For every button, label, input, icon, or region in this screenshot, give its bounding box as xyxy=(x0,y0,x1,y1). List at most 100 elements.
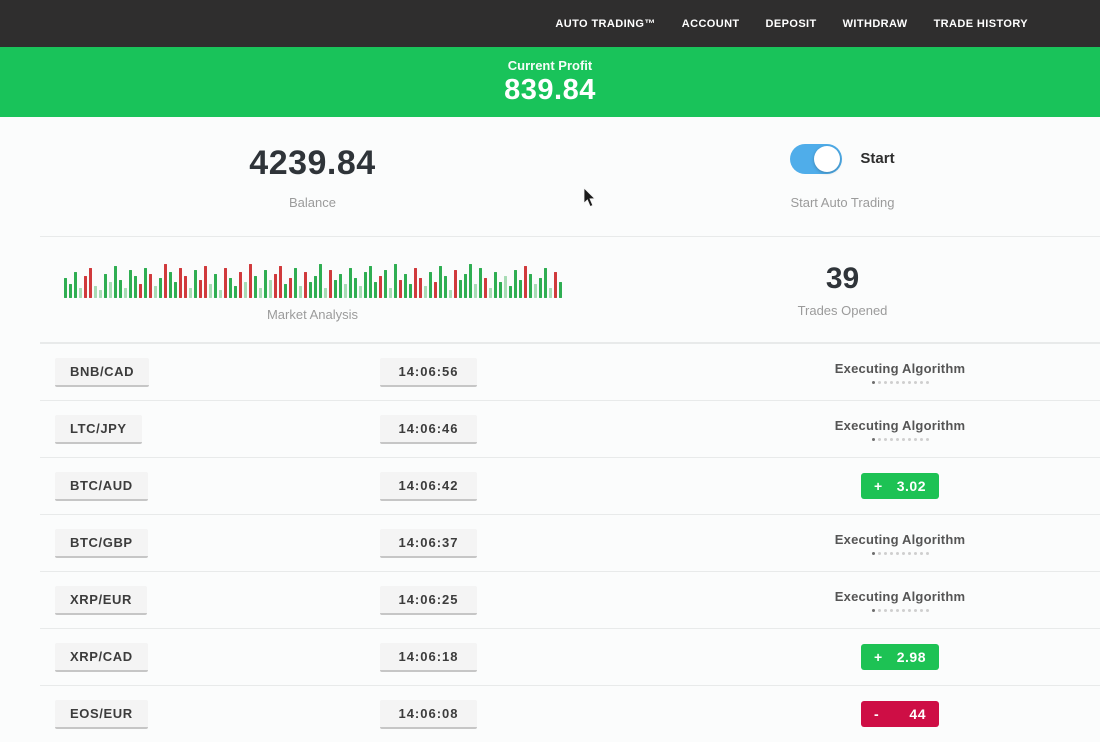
progress-dot xyxy=(907,551,911,555)
market-bar xyxy=(488,287,492,298)
market-bar xyxy=(238,271,242,298)
market-bar xyxy=(388,287,392,298)
market-bar xyxy=(493,271,497,298)
market-bar xyxy=(83,275,87,298)
market-bar xyxy=(343,283,347,298)
market-bar xyxy=(368,265,372,298)
auto-trading-toggle[interactable] xyxy=(790,143,843,174)
market-bar xyxy=(168,271,172,298)
progress-dot xyxy=(907,437,911,441)
progress-dot xyxy=(877,380,881,384)
balance-value: 4239.84 xyxy=(249,143,376,182)
market-bar xyxy=(118,279,122,298)
executing-label: Executing Algorithm xyxy=(834,417,966,433)
market-bar xyxy=(63,277,67,298)
progress-dot xyxy=(877,551,881,555)
market-bar xyxy=(73,271,77,298)
market-bar xyxy=(223,267,227,298)
nav-item-withdraw[interactable]: WITHDRAW xyxy=(842,17,908,30)
market-bar xyxy=(123,287,127,298)
nav-item-trade-history[interactable]: TRADE HISTORY xyxy=(933,17,1028,30)
table-row: BTC/GBP 14:06:37 Executing Algorithm xyxy=(40,514,1100,571)
time-cell: 14:06:18 xyxy=(380,642,700,672)
result-value: 44 xyxy=(909,706,926,722)
market-bar xyxy=(443,275,447,298)
result-badge-loss: - 44 xyxy=(861,701,939,727)
market-bar xyxy=(483,277,487,298)
pair-badge: EOS/EUR xyxy=(55,699,148,729)
market-bar xyxy=(413,267,417,298)
market-bar xyxy=(208,283,212,298)
table-row: LTC/JPY 14:06:46 Executing Algorithm xyxy=(40,400,1100,457)
nav-item-account[interactable]: ACCOUNT xyxy=(681,17,740,30)
pair-cell: BNB/CAD xyxy=(40,357,380,387)
market-bar xyxy=(558,281,562,298)
progress-dot xyxy=(913,551,917,555)
market-bar xyxy=(378,275,382,298)
progress-dot xyxy=(871,380,875,384)
market-bar xyxy=(463,273,467,298)
progress-dot xyxy=(919,551,923,555)
market-bar xyxy=(553,271,557,298)
market-bar xyxy=(68,283,72,298)
market-bar xyxy=(283,283,287,298)
pair-badge: BNB/CAD xyxy=(55,357,150,387)
progress-dots xyxy=(871,437,929,441)
market-bar xyxy=(543,267,547,298)
progress-dot xyxy=(871,608,875,612)
market-bar xyxy=(303,271,307,298)
market-bar xyxy=(313,275,317,298)
market-bar xyxy=(393,263,397,298)
market-bar xyxy=(538,277,542,298)
nav-item-auto-trading[interactable]: AUTO TRADING™ xyxy=(555,17,656,30)
market-bar xyxy=(433,281,437,298)
progress-dot xyxy=(883,551,887,555)
market-bar xyxy=(333,279,337,298)
market-bar xyxy=(278,265,282,298)
status-cell: Executing Algorithm xyxy=(700,361,1100,384)
result-badge-profit: +3.02 xyxy=(861,473,939,499)
table-row: XRP/EUR 14:06:25 Executing Algorithm xyxy=(40,571,1100,628)
balance-label: Balance xyxy=(289,194,336,210)
market-bar xyxy=(228,277,232,298)
market-bar xyxy=(453,269,457,298)
market-bar xyxy=(88,267,92,298)
current-profit-value: 839.84 xyxy=(504,73,596,106)
market-bar xyxy=(323,287,327,298)
progress-dot xyxy=(895,437,899,441)
market-bar xyxy=(258,287,262,298)
pair-cell: LTC/JPY xyxy=(40,414,380,444)
progress-dot xyxy=(889,437,893,441)
market-bar xyxy=(263,269,267,298)
time-badge: 14:06:18 xyxy=(380,642,477,672)
market-bar xyxy=(353,277,357,298)
progress-dot xyxy=(889,551,893,555)
top-nav: AUTO TRADING™ ACCOUNT DEPOSIT WITHDRAW TRADE… xyxy=(0,0,1100,47)
progress-dot xyxy=(913,437,917,441)
market-bar xyxy=(403,273,407,298)
market-bar xyxy=(113,265,117,298)
nav-item-deposit[interactable]: DEPOSIT xyxy=(765,17,817,30)
market-bar xyxy=(128,269,132,298)
market-bar xyxy=(508,285,512,298)
pair-badge: XRP/EUR xyxy=(55,585,147,615)
market-bar xyxy=(183,275,187,298)
progress-dot xyxy=(895,380,899,384)
pair-badge: BTC/AUD xyxy=(55,471,148,501)
market-bar xyxy=(528,273,532,298)
time-badge: 14:06:56 xyxy=(380,357,477,387)
market-bar xyxy=(158,277,162,298)
market-bar xyxy=(198,279,202,298)
status-cell: Executing Algorithm xyxy=(700,589,1100,612)
progress-dot xyxy=(901,551,905,555)
market-bar xyxy=(363,271,367,298)
market-bar xyxy=(253,275,257,298)
market-bar xyxy=(398,279,402,298)
market-bar xyxy=(178,267,182,298)
progress-dots xyxy=(871,551,929,555)
progress-dot xyxy=(907,608,911,612)
market-bar xyxy=(173,281,177,298)
market-bar xyxy=(523,265,527,298)
current-profit-banner: Current Profit 839.84 xyxy=(0,47,1100,117)
trades-opened-label: Trades Opened xyxy=(797,302,888,318)
